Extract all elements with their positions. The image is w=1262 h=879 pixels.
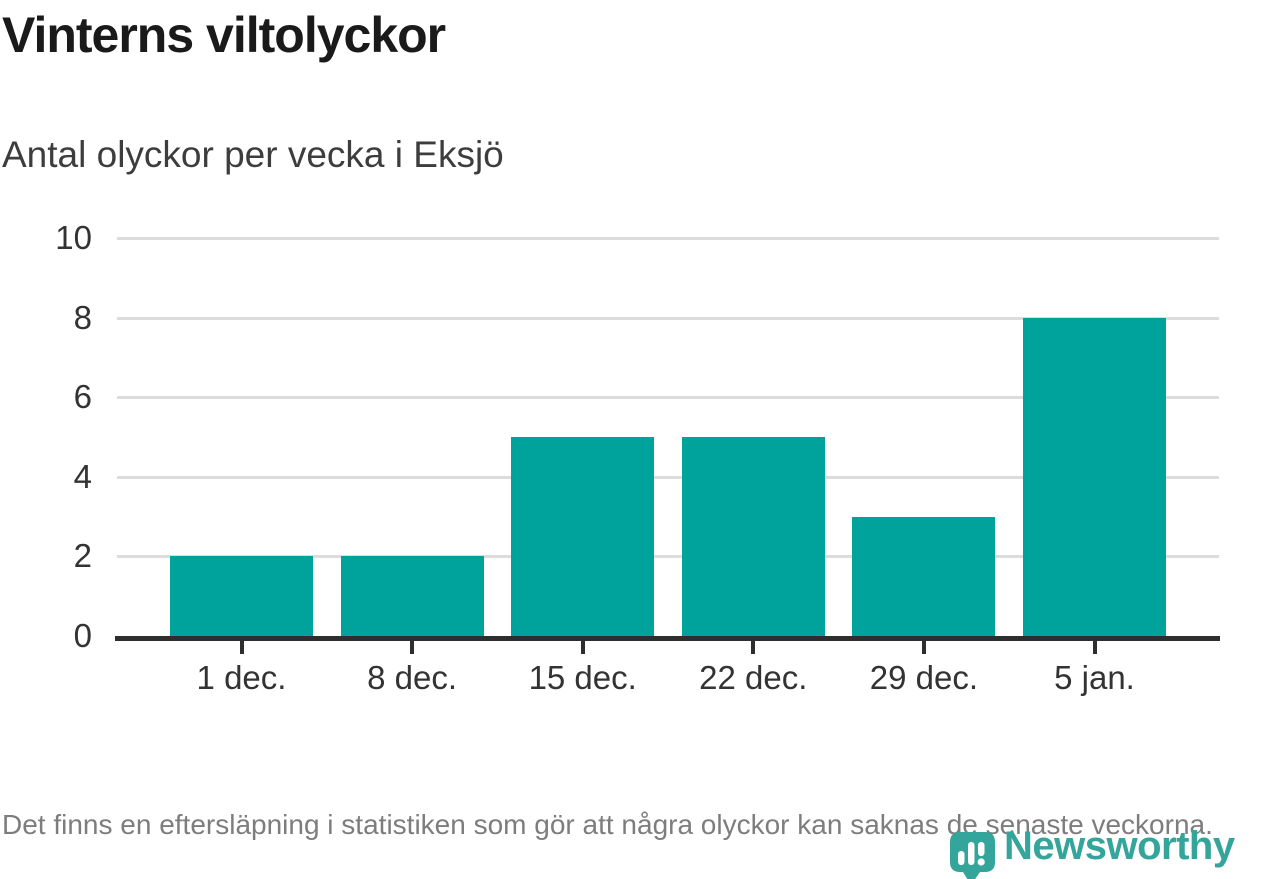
chart-title: Vinterns viltolyckor: [2, 7, 446, 63]
x-tick-label: 22 dec.: [699, 659, 808, 696]
bar-22dec: [681, 437, 825, 636]
y-tick-label: 0: [73, 617, 92, 654]
gridline: [117, 475, 1219, 479]
y-tick-label: 4: [73, 457, 92, 495]
x-tick: [580, 641, 585, 654]
gridline: [117, 555, 1219, 559]
x-tick: [751, 641, 756, 654]
x-tick-label: 1 dec.: [196, 659, 287, 696]
x-axis-line: [115, 636, 1220, 641]
x-tick: [921, 641, 926, 654]
y-tick-label: 8: [73, 298, 92, 336]
x-axis-ticks: [117, 641, 1219, 655]
bar-5jan: [1023, 317, 1166, 636]
footer-note: Det finns en eftersläpning i statistiken…: [2, 809, 1213, 840]
gridline: [117, 316, 1219, 320]
y-axis: 0 2 4 6 8 10: [0, 220, 92, 654]
y-tick-label: 10: [55, 219, 92, 256]
bar-8dec: [340, 556, 484, 636]
newsworthy-wordmark: Newsworthy: [1004, 824, 1235, 868]
x-tick-label: 29 dec.: [869, 659, 979, 696]
plot-area: [117, 237, 1219, 636]
x-tick-label: 8 dec.: [367, 659, 458, 696]
x-tick: [410, 641, 415, 654]
y-tick-label: 6: [73, 378, 92, 416]
chart-subtitle: Antal olyckor per vecka i Eksjö: [2, 134, 504, 175]
x-tick: [1092, 641, 1097, 654]
x-tick: [239, 641, 244, 654]
y-tick-label: 2: [73, 537, 92, 575]
x-tick-label: 5 jan.: [1054, 659, 1135, 696]
x-tick-label: 15 dec.: [528, 659, 637, 696]
newsworthy-logo: Newsworthy: [950, 824, 1262, 879]
newsworthy-pin-icon: [950, 832, 995, 879]
x-axis-labels: 1 dec. 8 dec. 15 dec. 22 dec. 29 dec. 5 jan.: [117, 659, 1219, 703]
gridline: [117, 237, 1219, 240]
bar-15dec: [511, 437, 655, 636]
bar-29dec: [852, 516, 996, 636]
gridline: [117, 396, 1219, 400]
bar-1dec: [170, 556, 313, 636]
